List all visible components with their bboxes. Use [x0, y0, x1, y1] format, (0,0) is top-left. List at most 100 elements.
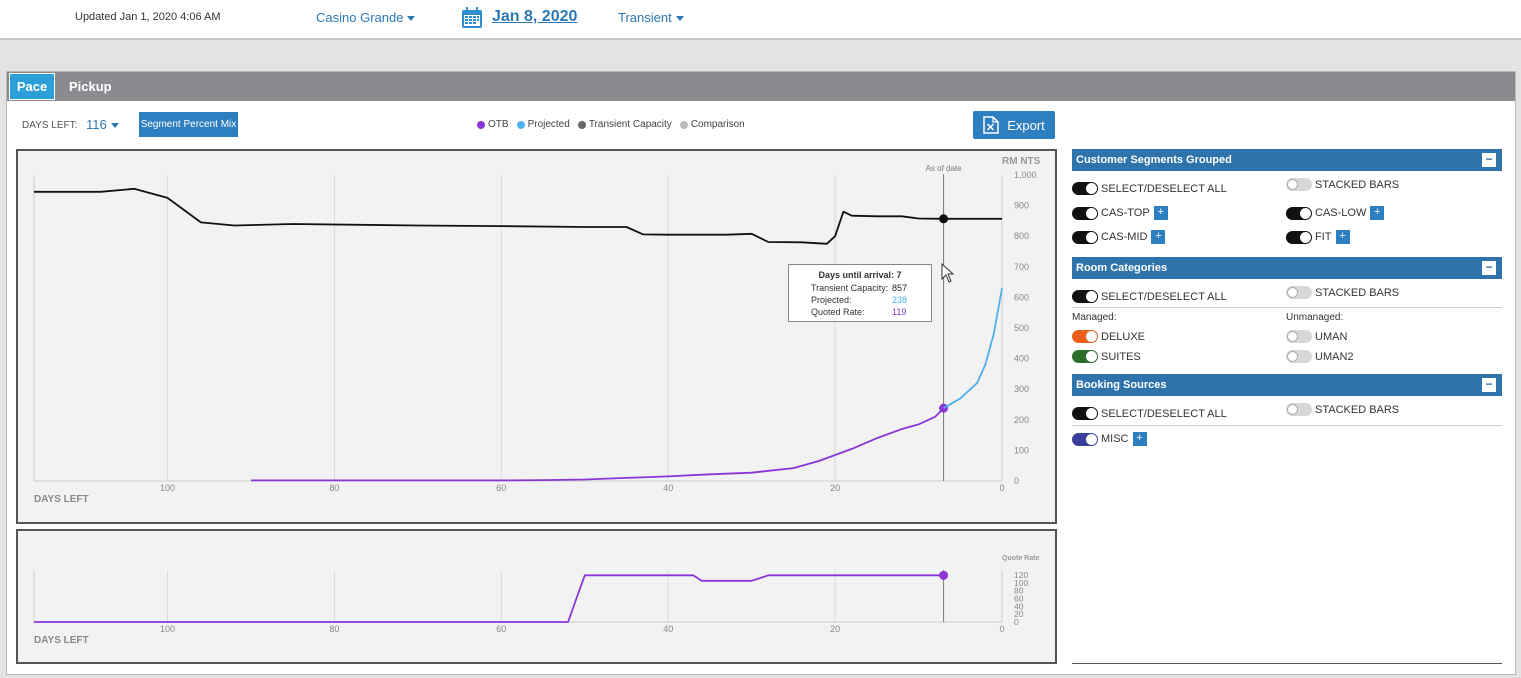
collapse-icon[interactable]: − [1482, 378, 1496, 392]
cs-select-all[interactable]: SELECT/DESELECT ALL [1072, 182, 1227, 195]
toggle-switch[interactable] [1072, 290, 1098, 303]
legend-item-comparison[interactable]: Comparison [679, 119, 745, 130]
customer-segments-header[interactable]: Customer Segments Grouped − [1072, 149, 1502, 171]
x-tick-label: 60 [496, 483, 506, 493]
x-tick-label: 20 [830, 483, 840, 493]
updated-timestamp: Updated Jan 1, 2020 4:06 AM [75, 11, 221, 23]
tooltip-label: Quoted Rate: [811, 307, 865, 317]
tooltip-row: Projected: 238 [811, 295, 921, 305]
x-tick-label: 0 [999, 624, 1004, 634]
y-tick-label: 300 [1014, 384, 1029, 394]
days-left-selector[interactable]: 116 [86, 117, 119, 132]
top-bar: Updated Jan 1, 2020 4:06 AM Casino Grand… [0, 0, 1521, 40]
cs-stacked-bars[interactable]: STACKED BARS [1286, 178, 1399, 191]
x-tick-label: 80 [329, 483, 339, 493]
legend-item-transient-capacity[interactable]: Transient Capacity [577, 119, 672, 130]
y-tick-label: 500 [1014, 323, 1029, 333]
segment-percent-mix-button[interactable]: Segment Percent Mix [139, 112, 238, 137]
tooltip-value: 119 [892, 307, 907, 317]
toggle-switch[interactable] [1072, 206, 1098, 220]
cs-item-cas-low[interactable]: CAS-LOW + [1286, 206, 1385, 220]
cs-item-cas-top[interactable]: CAS-TOP + [1072, 206, 1168, 220]
y-tick-label: 600 [1014, 292, 1029, 302]
y-tick-label: 200 [1014, 415, 1029, 425]
toggle-label: DELUXE [1101, 330, 1146, 343]
rc-item-deluxe[interactable]: DELUXE [1072, 330, 1145, 343]
y-tick-label: 40 [1014, 601, 1024, 611]
collapse-icon[interactable]: − [1482, 261, 1496, 275]
toggle-switch[interactable] [1072, 407, 1098, 420]
expand-plus-icon[interactable]: + [1151, 230, 1166, 244]
chart-legend: OTB Projected Transient Capacity Compari… [477, 119, 745, 130]
expand-plus-icon[interactable]: + [1132, 432, 1147, 446]
cs-item-cas-mid[interactable]: CAS-MID + [1072, 230, 1166, 244]
rc-item-uman[interactable]: UMAN [1286, 330, 1347, 343]
x-axis-title: DAYS LEFT [34, 494, 89, 505]
expand-plus-icon[interactable]: + [1370, 206, 1385, 220]
toggle-label: SELECT/DESELECT ALL [1101, 290, 1227, 303]
calendar-icon[interactable] [461, 7, 483, 29]
legend-label: Projected [527, 119, 570, 130]
series-line-transient-capacity [34, 187, 1002, 245]
y-tick-label: 100 [1014, 445, 1029, 455]
excel-file-icon [983, 116, 999, 134]
rc-item-uman2[interactable]: UMAN2 [1286, 350, 1354, 363]
pace-chart-svg[interactable]: 100 80 60 40 20 00100200300400500600700800900… [18, 151, 1055, 522]
collapse-icon[interactable]: − [1482, 153, 1496, 167]
legend-dot [477, 120, 485, 129]
expand-plus-icon[interactable]: + [1335, 230, 1350, 244]
segment-name: Transient [618, 10, 672, 25]
y-tick-label: 700 [1014, 262, 1029, 272]
legend-dot [577, 120, 586, 129]
rc-stacked-bars[interactable]: STACKED BARS [1286, 286, 1399, 299]
toggle-switch[interactable] [1286, 350, 1312, 363]
y-tick-label: 0 [1014, 617, 1019, 627]
toggle-switch[interactable] [1072, 330, 1098, 343]
toggle-switch[interactable] [1072, 350, 1098, 363]
legend-item-otb[interactable]: OTB [477, 119, 509, 130]
legend-dot [516, 120, 525, 129]
property-selector[interactable]: Casino Grande [316, 10, 416, 25]
toggle-label: CAS-LOW [1315, 207, 1367, 219]
export-button[interactable]: Export [973, 111, 1055, 139]
toggle-switch[interactable] [1286, 330, 1312, 343]
bs-select-all[interactable]: SELECT/DESELECT ALL [1072, 407, 1227, 420]
toggle-label: STACKED BARS [1315, 403, 1400, 416]
rc-select-all[interactable]: SELECT/DESELECT ALL [1072, 290, 1227, 303]
room-categories-header[interactable]: Room Categories − [1072, 257, 1502, 279]
x-tick-label: 0 [999, 483, 1004, 493]
toggle-switch[interactable] [1286, 403, 1312, 416]
legend-dot [679, 120, 688, 129]
toggle-label: FIT [1315, 231, 1332, 243]
bs-item-misc[interactable]: MISC + [1072, 432, 1147, 446]
legend-item-projected[interactable]: Projected [516, 119, 570, 130]
booking-sources-header[interactable]: Booking Sources − [1072, 374, 1502, 396]
segment-selector[interactable]: Transient [618, 10, 684, 25]
toggle-switch[interactable] [1072, 230, 1098, 244]
as-of-date-label: As of date [926, 164, 963, 173]
toggle-switch[interactable] [1286, 286, 1312, 299]
toggle-label: STACKED BARS [1315, 178, 1400, 191]
cs-item-fit[interactable]: FIT + [1286, 230, 1350, 244]
tab-pickup[interactable]: Pickup [69, 79, 112, 94]
toggle-label: SUITES [1101, 350, 1141, 363]
stay-date-link[interactable]: Jan 8, 2020 [492, 8, 578, 25]
y-tick-label: 120 [1014, 570, 1028, 580]
x-tick-label: 100 [160, 483, 175, 493]
toggle-switch[interactable] [1286, 178, 1312, 191]
toggle-label: UMAN [1315, 330, 1348, 343]
unmanaged-label: Unmanaged: [1286, 312, 1344, 323]
tab-pace[interactable]: Pace [9, 73, 55, 100]
export-label: Export [1007, 117, 1045, 133]
expand-plus-icon[interactable]: + [1153, 206, 1168, 220]
toggle-switch[interactable] [1286, 206, 1312, 220]
divider [1072, 425, 1502, 426]
bs-stacked-bars[interactable]: STACKED BARS [1286, 403, 1399, 416]
section-title: Customer Segments Grouped [1076, 154, 1232, 166]
toggle-switch[interactable] [1286, 230, 1312, 244]
y-tick-label: 80 [1014, 586, 1024, 596]
toggle-switch[interactable] [1072, 432, 1098, 446]
toggle-switch[interactable] [1072, 182, 1098, 195]
rc-item-suites[interactable]: SUITES [1072, 350, 1141, 363]
